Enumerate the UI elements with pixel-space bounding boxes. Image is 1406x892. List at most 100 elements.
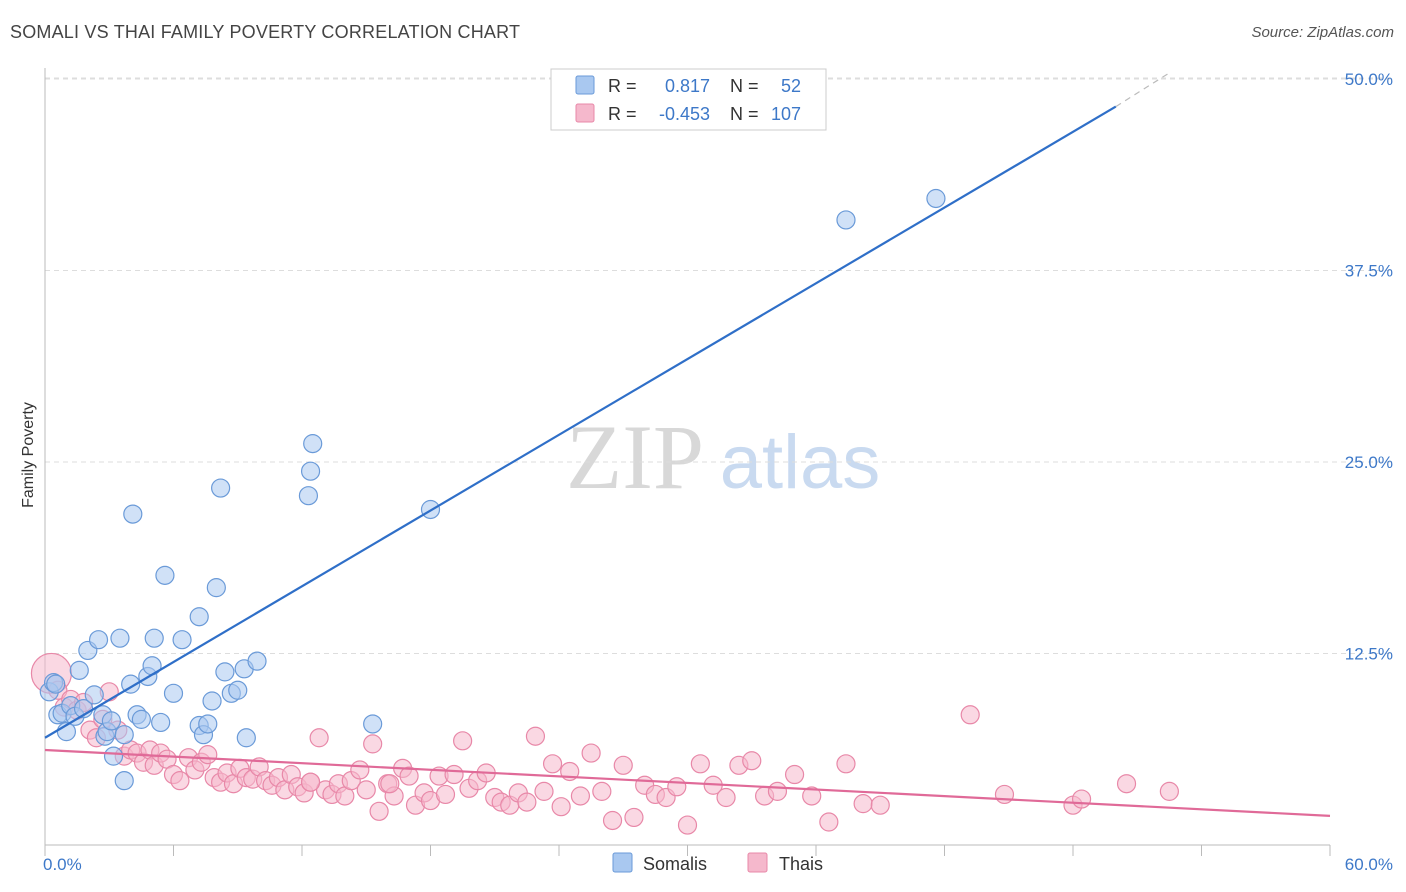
thai-point-103 [1116,774,1137,794]
somali-point-44 [298,486,319,506]
thai-point-85 [677,815,698,835]
somali-point-18 [114,725,134,745]
trend-lines [44,72,1331,817]
somali-point-11 [88,630,109,650]
legend-n-label-1: N = [730,104,759,124]
thai-point-105 [300,772,321,792]
legend-r-value-0: 0.817 [665,76,710,96]
thai-trend-line [44,748,1331,817]
somali-point-15 [101,711,121,731]
legend-r-value-1: -0.453 [659,104,710,124]
somali-point-23 [131,709,151,729]
thai-point-100 [994,784,1015,805]
thai-point-60 [444,764,464,785]
somali-point-21 [123,504,143,524]
thai-point-69 [517,792,537,812]
y-tick-label-3: 50.0% [1345,70,1393,89]
gridlines [45,77,1395,654]
somali-point-27 [151,712,171,733]
somali-point-29 [163,683,184,703]
somali-point-26 [144,628,164,648]
thai-point-61 [453,731,473,751]
thai-point-97 [853,794,873,814]
thai-point-102 [1071,789,1092,809]
legend-n-value-1: 107 [771,104,801,124]
thai-point-59 [435,784,456,805]
somali-point-49 [836,210,856,230]
legend-box [550,68,827,131]
somali-point-43 [247,651,267,671]
thai-point-72 [542,754,563,774]
somali-point-16 [103,746,124,766]
legend-r-label-0: R = [608,76,637,96]
somali-point-42 [236,728,256,748]
thai-point-54 [399,766,419,786]
somali-point-50 [926,188,946,209]
thai-point-95 [819,812,839,832]
thai-point-50 [369,801,389,821]
thai-point-73 [551,797,571,817]
thai-point-49 [363,734,383,754]
somali-point-36 [206,578,226,598]
thai-point-77 [592,781,612,801]
thai-point-106 [380,774,400,794]
bottom-legend-somalis: Somalis [643,854,707,874]
thai-point-90 [742,751,762,771]
legend-swatch-somalis [575,75,595,95]
source-credit: Source: ZipAtlas.com [1251,24,1394,41]
thai-point-79 [613,755,633,775]
series-legend: Somalis Thais [612,852,823,874]
thai-point-20 [170,771,190,791]
thai-point-86 [690,754,710,774]
x-tick-label-0: 0.0% [43,855,82,874]
x-tick-labels: 0.0% 60.0% [43,855,1393,874]
watermark-atlas: atlas [720,420,881,505]
legend-n-label-0: N = [730,76,759,96]
y-axis-label: Family Poverty [20,402,37,508]
somali-point-30 [172,630,192,650]
y-tick-label-1: 25.0% [1345,453,1393,472]
legend-r-label-1: R = [608,104,637,124]
thai-point-78 [602,810,623,831]
somali-point-40 [228,680,248,700]
thai-point-84 [667,777,687,797]
bottom-legend-thais: Thais [779,854,823,874]
thai-point-71 [534,781,554,801]
somali-point-45 [300,461,321,481]
axes [44,68,1331,856]
legend-swatch-thais [575,103,595,123]
somali-point-51 [46,674,66,694]
thai-point-75 [570,786,591,806]
somali-point-37 [211,478,231,498]
thai-point-24 [198,745,218,765]
y-tick-labels: 12.5% 25.0% 37.5% 50.0% [1345,70,1393,664]
thai-point-98 [870,795,890,815]
thai-point-93 [784,764,805,785]
somali-point-34 [198,714,218,734]
x-tick-label-1: 60.0% [1345,855,1393,874]
somali-point-35 [202,691,222,711]
y-tick-label-0: 12.5% [1345,645,1393,664]
somali-point-28 [155,565,175,585]
thai-point-76 [581,743,601,763]
somali-point-46 [303,434,323,454]
stats-legend: R = 0.817 N = 52 R = -0.453 N = 107 [550,68,827,131]
thai-point-47 [350,760,370,780]
thai-point-99 [960,705,980,725]
y-tick-label-2: 37.5% [1345,262,1393,281]
thai-point-88 [716,787,736,808]
data-points [30,188,1179,835]
legend-n-value-0: 52 [781,76,801,96]
bottom-legend-swatch-somalis [612,852,633,873]
thai-point-104 [1159,781,1179,801]
somali-point-19 [114,771,134,791]
somali-point-31 [189,607,209,627]
bottom-legend-swatch-thais [747,852,768,873]
watermark-zip: ZIP [566,406,704,508]
somali-point-47 [363,714,383,734]
somali-point-7 [69,660,89,680]
thai-point-80 [624,807,644,828]
chart-title: SOMALI VS THAI FAMILY POVERTY CORRELATIO… [10,22,521,42]
thai-point-96 [836,754,856,774]
